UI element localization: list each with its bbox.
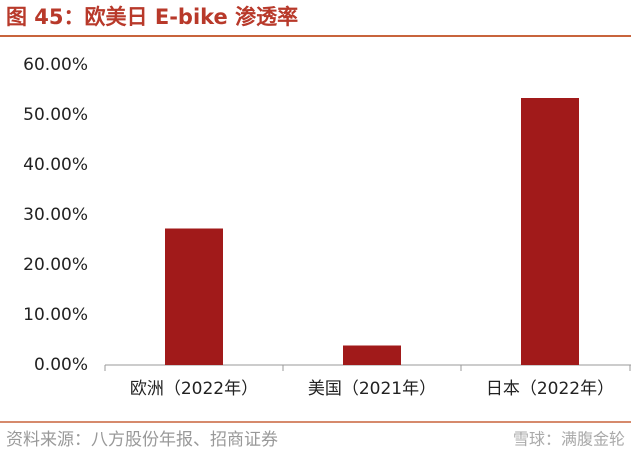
x-tick-label: 欧洲（2022年） bbox=[130, 379, 258, 399]
bar bbox=[165, 228, 223, 365]
x-tick-label: 日本（2022年） bbox=[486, 379, 614, 399]
watermark: 雪球：满腹金轮 bbox=[513, 430, 625, 449]
bar bbox=[521, 98, 579, 365]
y-tick-label: 20.00% bbox=[23, 255, 88, 275]
y-tick-label: 0.00% bbox=[34, 355, 88, 375]
y-tick-label: 40.00% bbox=[23, 155, 88, 175]
bar bbox=[343, 345, 401, 365]
source-note: 资料来源：八方股份年报、招商证券 bbox=[6, 430, 278, 450]
chart-title: 图 45：欧美日 E-bike 渗透率 bbox=[6, 5, 298, 29]
x-tick-label: 美国（2021年） bbox=[308, 379, 436, 399]
y-tick-label: 60.00% bbox=[23, 55, 88, 75]
y-tick-label: 50.00% bbox=[23, 105, 88, 125]
y-tick-label: 10.00% bbox=[23, 305, 88, 325]
y-tick-label: 30.00% bbox=[23, 205, 88, 225]
